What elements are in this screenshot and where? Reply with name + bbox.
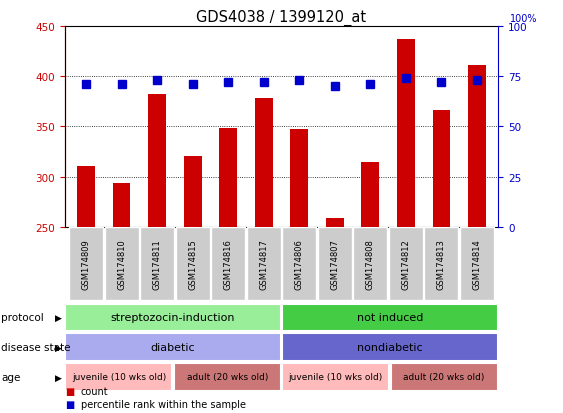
Bar bbox=[326, 218, 343, 227]
FancyBboxPatch shape bbox=[65, 334, 281, 361]
Text: diabetic: diabetic bbox=[151, 342, 195, 352]
FancyBboxPatch shape bbox=[282, 304, 498, 331]
Text: protocol: protocol bbox=[1, 313, 44, 323]
Bar bbox=[220, 129, 237, 227]
Bar bbox=[148, 95, 166, 227]
Text: GSM174817: GSM174817 bbox=[259, 239, 268, 290]
Text: GSM174810: GSM174810 bbox=[117, 239, 126, 290]
Text: ▶: ▶ bbox=[55, 313, 62, 322]
FancyBboxPatch shape bbox=[65, 363, 172, 391]
FancyBboxPatch shape bbox=[174, 363, 281, 391]
Text: disease state: disease state bbox=[1, 342, 70, 352]
Text: ▶: ▶ bbox=[55, 343, 62, 352]
Bar bbox=[184, 157, 202, 227]
Text: ▶: ▶ bbox=[55, 373, 62, 382]
FancyBboxPatch shape bbox=[391, 363, 498, 391]
Text: GSM174809: GSM174809 bbox=[82, 239, 91, 290]
FancyBboxPatch shape bbox=[65, 304, 281, 331]
Title: GDS4038 / 1399120_at: GDS4038 / 1399120_at bbox=[196, 9, 367, 26]
Text: GSM174813: GSM174813 bbox=[437, 239, 446, 290]
Text: GSM174807: GSM174807 bbox=[330, 239, 339, 290]
FancyBboxPatch shape bbox=[282, 363, 389, 391]
Text: streptozocin-induction: streptozocin-induction bbox=[111, 313, 235, 323]
Text: GSM174816: GSM174816 bbox=[224, 239, 233, 290]
Text: GSM174808: GSM174808 bbox=[366, 239, 375, 290]
FancyBboxPatch shape bbox=[425, 228, 458, 301]
Text: 100%: 100% bbox=[510, 14, 537, 24]
Text: ■: ■ bbox=[65, 399, 74, 409]
FancyBboxPatch shape bbox=[353, 228, 387, 301]
Bar bbox=[397, 40, 415, 227]
Text: juvenile (10 wks old): juvenile (10 wks old) bbox=[289, 373, 383, 382]
Text: percentile rank within the sample: percentile rank within the sample bbox=[81, 399, 245, 409]
Bar bbox=[468, 66, 486, 227]
Text: GSM174811: GSM174811 bbox=[153, 239, 162, 290]
Text: count: count bbox=[81, 387, 108, 396]
FancyBboxPatch shape bbox=[105, 228, 138, 301]
FancyBboxPatch shape bbox=[389, 228, 423, 301]
Text: GSM174812: GSM174812 bbox=[401, 239, 410, 290]
FancyBboxPatch shape bbox=[318, 228, 352, 301]
Text: ■: ■ bbox=[65, 387, 74, 396]
Text: GSM174815: GSM174815 bbox=[188, 239, 197, 290]
FancyBboxPatch shape bbox=[140, 228, 174, 301]
FancyBboxPatch shape bbox=[176, 228, 210, 301]
Bar bbox=[291, 130, 308, 227]
FancyBboxPatch shape bbox=[282, 334, 498, 361]
FancyBboxPatch shape bbox=[282, 228, 316, 301]
Bar bbox=[361, 163, 379, 227]
Text: not induced: not induced bbox=[357, 313, 423, 323]
Text: juvenile (10 wks old): juvenile (10 wks old) bbox=[72, 373, 166, 382]
FancyBboxPatch shape bbox=[69, 228, 103, 301]
Text: age: age bbox=[1, 372, 20, 382]
Bar bbox=[432, 111, 450, 227]
Text: GSM174814: GSM174814 bbox=[472, 239, 481, 290]
Text: nondiabetic: nondiabetic bbox=[357, 342, 423, 352]
Text: adult (20 wks old): adult (20 wks old) bbox=[403, 373, 485, 382]
FancyBboxPatch shape bbox=[460, 228, 494, 301]
Text: adult (20 wks old): adult (20 wks old) bbox=[186, 373, 268, 382]
Bar bbox=[77, 167, 95, 227]
Bar bbox=[113, 183, 131, 227]
FancyBboxPatch shape bbox=[247, 228, 281, 301]
Text: GSM174806: GSM174806 bbox=[295, 239, 304, 290]
Bar bbox=[255, 99, 272, 227]
FancyBboxPatch shape bbox=[211, 228, 245, 301]
